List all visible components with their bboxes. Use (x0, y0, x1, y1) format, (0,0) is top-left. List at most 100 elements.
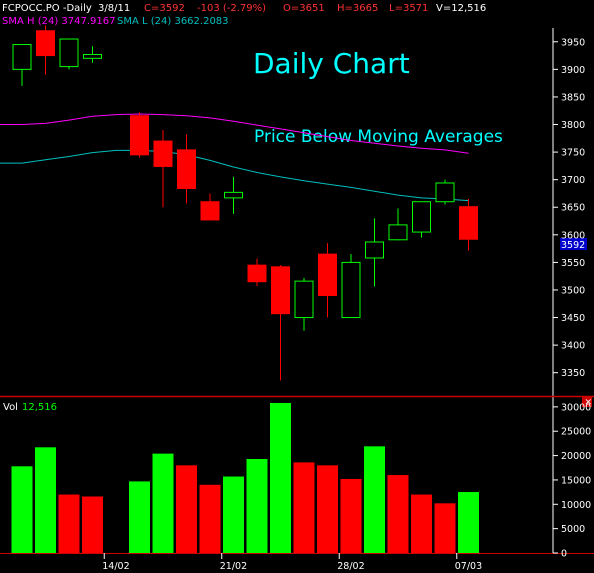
candle (224, 176, 243, 214)
volume-bar (317, 465, 338, 553)
date-axis-ticks: 14/02 21/02 28/02 07/03 (102, 553, 482, 572)
candle (200, 193, 220, 221)
candle-body (59, 38, 79, 68)
sma-l-line (0, 149, 469, 202)
candle-body (294, 280, 314, 319)
volume-tick-label: 15000 (561, 475, 591, 486)
candle-body (130, 115, 149, 156)
volume-bar (82, 496, 103, 553)
sma-h-line (0, 113, 469, 154)
volume-bar (458, 492, 479, 553)
volume-tick-label: 0 (561, 549, 567, 560)
legend-sma-h: SMA H (24) 3747.9167 (2, 16, 115, 27)
volume-axis-ticks: 0 5000 10000 15000 20000 25000 30000 (553, 402, 591, 560)
header-open: O=3651 (283, 3, 325, 14)
price-marker-label: 3592 (561, 240, 585, 251)
candle (177, 134, 196, 204)
candle (12, 44, 32, 86)
legend-sma-l: SMA L (24) 3662.2083 (117, 16, 229, 27)
price-tick-label: 3650 (561, 203, 585, 214)
candle (83, 46, 102, 63)
volume-value: 12,516 (22, 402, 57, 413)
volume-bar (270, 402, 291, 553)
candle (459, 198, 478, 251)
volume-bar (411, 494, 432, 553)
candle (412, 201, 431, 238)
price-tick-label: 3350 (561, 368, 585, 379)
candle (153, 130, 173, 208)
price-tick-label: 3500 (561, 285, 585, 296)
candle (294, 277, 314, 331)
volume-bar (246, 458, 268, 553)
candles (12, 25, 478, 381)
date-tick-label: 28/02 (337, 561, 364, 572)
candle-body (224, 191, 243, 199)
header-change: -103 (-2.79%) (197, 3, 266, 14)
candle (36, 25, 55, 75)
volume-bar (35, 447, 56, 553)
candle-body (341, 261, 361, 319)
volume-bar (223, 476, 244, 553)
candle-body (412, 201, 431, 233)
price-tick-label: 3800 (561, 120, 585, 131)
price-tick-label: 3600 (561, 230, 585, 241)
price-tick-label: 3400 (561, 341, 585, 352)
volume-bar (199, 484, 221, 553)
volume-tick-label: 30000 (561, 402, 591, 413)
candle-body (365, 241, 384, 259)
price-tick-label: 3850 (561, 92, 585, 103)
price-tick-label: 3750 (561, 148, 585, 159)
price-tick-label: 3950 (561, 37, 585, 48)
header-date: 3/8/11 (98, 3, 130, 14)
price-tick-label: 3450 (561, 313, 585, 324)
price-tick-label: 3550 (561, 258, 585, 269)
volume-tick-label: 5000 (561, 524, 585, 535)
volume-bar (152, 453, 174, 553)
candle (59, 38, 79, 70)
candle-body (388, 224, 408, 241)
candle-body (200, 201, 220, 221)
header-close: C=3592 (144, 3, 185, 14)
sma-lines (0, 113, 469, 202)
candle-body (247, 264, 267, 283)
volume-tick-label: 25000 (561, 427, 591, 438)
close-panel-glyph: ✕ (585, 398, 593, 408)
volume-bar (129, 481, 150, 553)
candle-body (12, 44, 32, 70)
candle-body (36, 30, 55, 57)
candle (130, 112, 149, 158)
volume-bar (176, 465, 197, 553)
price-tick-label: 3700 (561, 175, 585, 186)
candle-body (271, 266, 290, 315)
price-tick-label: 3900 (561, 65, 585, 76)
date-tick-label: 14/02 (102, 561, 129, 572)
candle (435, 179, 455, 205)
price-axis-ticks: 3350 3400 3450 3500 3550 3600 3650 3700 3750 3800… (553, 37, 585, 379)
price-marker-bg (560, 238, 587, 250)
volume-bar (340, 478, 362, 553)
candle-body (153, 140, 173, 167)
candle-body (318, 253, 337, 296)
volume-bars (11, 402, 479, 553)
header-low: L=3571 (389, 3, 428, 14)
candle (318, 243, 337, 318)
candle (365, 218, 384, 287)
header-high: H=3665 (337, 3, 378, 14)
candle-body (83, 53, 102, 59)
candle (247, 258, 267, 287)
candle-body (459, 206, 478, 240)
annotation-title: Daily Chart (253, 47, 410, 80)
date-tick-label: 21/02 (220, 561, 247, 572)
header-volume: V=12,516 (436, 3, 486, 14)
volume-tick-label: 20000 (561, 451, 591, 462)
volume-bar (387, 475, 409, 553)
candle-body (177, 149, 196, 189)
candle-body (435, 182, 455, 203)
close-panel-icon[interactable] (582, 397, 592, 407)
volume-tick-label: 10000 (561, 500, 591, 511)
date-tick-label: 07/03 (455, 561, 482, 572)
volume-bar (293, 462, 315, 553)
candle (271, 265, 290, 381)
volume-label: Vol (3, 402, 18, 413)
